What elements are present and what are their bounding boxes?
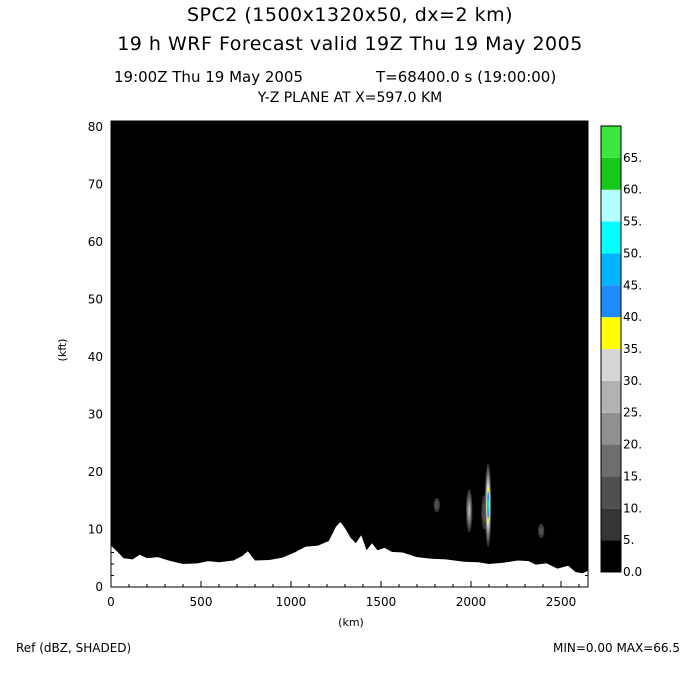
y-tick-label: 0: [95, 580, 103, 594]
cell-contour: [468, 504, 471, 517]
x-tick-label: 2000: [456, 595, 487, 609]
colorbar-label: 25.: [623, 406, 642, 420]
y-tick-label: 40: [88, 350, 103, 364]
y-tick-label: 20: [88, 465, 103, 479]
terrain-group: [111, 522, 588, 587]
colorbar-label: 40.: [623, 310, 642, 324]
model-time-label: T=68400.0 s (19:00:00): [376, 68, 557, 86]
colorbar-swatch: [601, 508, 621, 541]
colorbar-swatch: [601, 157, 621, 190]
y-tick-label: 70: [88, 177, 103, 191]
x-tick-label: 2500: [546, 595, 577, 609]
valid-time-label: 19:00Z Thu 19 May 2005: [114, 68, 304, 86]
min-max-readout: MIN=0.00 MAX=66.5: [552, 641, 680, 655]
colorbar-label: 60.: [623, 183, 642, 197]
colorbar-swatch: [601, 221, 621, 254]
colorbar-label: 10.: [623, 501, 642, 515]
y-axis-label: (kft): [56, 339, 69, 362]
colorbar-label: 65.: [623, 151, 642, 165]
storm-cell: [433, 497, 440, 513]
plane-label: Y-Z PLANE AT X=597.0 KM: [257, 90, 443, 106]
y-tick-label: 30: [88, 407, 103, 421]
chart-subtitle: 19 h WRF Forecast valid 19Z Thu 19 May 2…: [117, 33, 583, 55]
storm-cell: [538, 523, 545, 539]
colorbar-swatch: [601, 126, 621, 158]
x-tick-label: 1000: [276, 595, 307, 609]
y-tick-label: 10: [88, 522, 103, 536]
x-tick-label: 500: [190, 595, 213, 609]
colorbar-swatch: [601, 444, 621, 477]
cell-contour: [434, 500, 439, 510]
field-description: Ref (dBZ, SHADED): [16, 641, 132, 655]
terrain: [111, 522, 588, 587]
y-tick-label: 60: [88, 235, 103, 249]
colorbar-label: 45.: [623, 278, 642, 292]
y-tick-label: 50: [88, 292, 103, 306]
colorbar-swatch: [601, 285, 621, 318]
colorbar: 0.0 5. 10. 15. 20. 25. 30. 35. 40. 45. 50. 55. 60. 65…: [600, 125, 642, 579]
colorbar-swatch: [601, 349, 621, 381]
colorbar-label: 30.: [623, 374, 642, 388]
colorbar-swatch: [601, 380, 621, 413]
chart-title: SPC2 (1500x1320x50, dx=2 km): [186, 4, 514, 26]
x-axis-label: (km): [338, 616, 364, 629]
storm-cell: [466, 489, 473, 533]
colorbar-swatch: [601, 253, 621, 286]
storm-cell: [484, 463, 492, 547]
colorbar-swatch: [601, 476, 621, 509]
colorbar-swatch: [601, 317, 621, 349]
colorbar-label: 15.: [623, 469, 642, 483]
plot-frame: [110, 120, 589, 588]
x-tick-label: 1500: [366, 595, 397, 609]
y-tick-label: 80: [88, 120, 103, 134]
colorbar-label: 55.: [623, 215, 642, 229]
colorbar-label: 20.: [623, 438, 642, 452]
cell-contour: [539, 526, 544, 536]
cell-contour: [487, 499, 489, 511]
colorbar-label: 0.0: [623, 565, 642, 579]
colorbar-swatch: [601, 540, 621, 572]
storm-cells: [433, 463, 545, 547]
colorbar-label: 35.: [623, 342, 642, 356]
colorbar-label: 50.: [623, 246, 642, 260]
colorbar-swatch: [601, 412, 621, 445]
colorbar-swatch: [601, 189, 621, 222]
colorbar-frame: [600, 125, 622, 573]
axis-ticks: 0 500 1000 1500 2000 2500 0 10 20 30 40 50 60 70 80: [88, 120, 588, 609]
plot-area: [111, 121, 588, 587]
colorbar-label: 5.: [623, 533, 634, 547]
x-tick-label: 0: [107, 595, 115, 609]
